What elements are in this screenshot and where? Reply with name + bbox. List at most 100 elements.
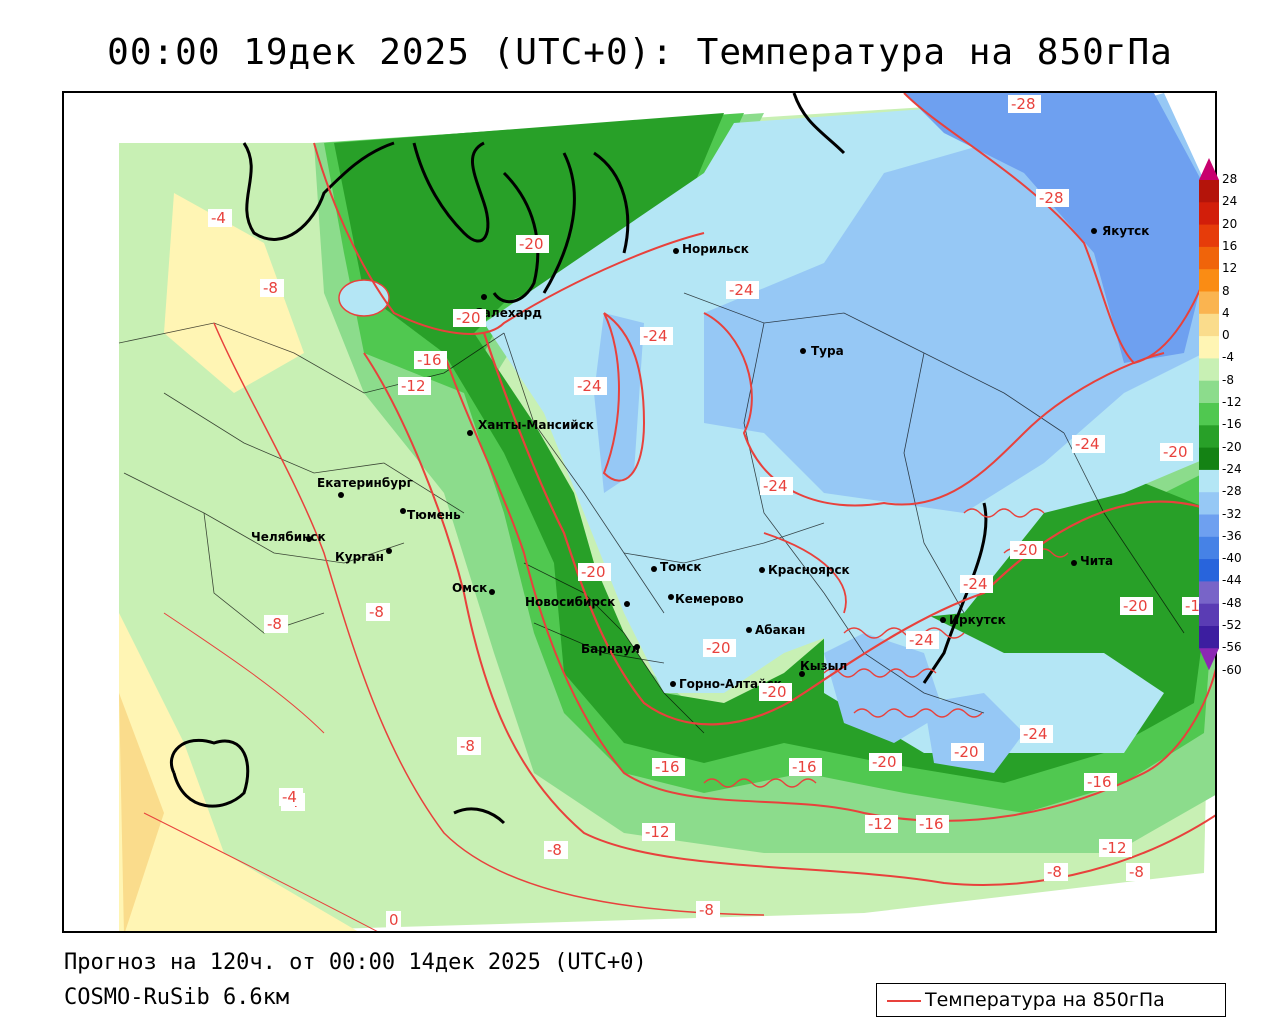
city-label: Тура [811, 344, 844, 358]
isotherm-label: -24 [729, 281, 754, 299]
city-label: Горно-Алтайск [679, 677, 782, 691]
colorbar-swatch [1199, 425, 1219, 449]
model-name: COSMO-RuSib 6.6км [64, 985, 290, 1010]
isotherm-label-bg [264, 615, 288, 633]
city-label: Курган [335, 550, 384, 564]
colorbar-swatch [1199, 403, 1219, 426]
colorbar-tick-label: -24 [1222, 461, 1242, 476]
isotherm-label: -20 [519, 235, 544, 253]
isotherm-label-bg [640, 327, 673, 345]
isotherm-label-bg [1126, 863, 1150, 881]
isotherm-label-bg [1036, 189, 1069, 207]
colorbar-tick-label: -36 [1222, 528, 1242, 543]
isotherm-label: -12 [1102, 839, 1127, 857]
isotherm-label-bg [1099, 839, 1132, 857]
isotherm-label: -12 [401, 377, 426, 395]
isotherm-label: -20 [581, 563, 606, 581]
colorbar-swatch [1199, 269, 1219, 292]
isotherm-label: -20 [456, 309, 481, 327]
city-label: Кемерово [675, 592, 744, 606]
colorbar-tick-label: 12 [1222, 261, 1238, 276]
city-marker [400, 508, 406, 514]
isotherm-label: -24 [1075, 435, 1100, 453]
isotherm-label: -16 [919, 815, 944, 833]
isotherm-label-bg [652, 758, 685, 776]
colorbar-swatch [1199, 202, 1219, 226]
city-label: Екатеринбург [317, 476, 413, 490]
colorbar-swatch [1199, 336, 1219, 359]
isotherm-label-bg [279, 788, 303, 806]
city-marker [634, 644, 640, 650]
isotherm-label-bg [869, 753, 902, 771]
colorbar-tick-label: 8 [1222, 283, 1230, 298]
isotherm-label: -12 [868, 815, 893, 833]
isotherm-label-bg [703, 639, 736, 657]
city-marker [624, 601, 630, 607]
isotherm-label-bg [1020, 725, 1053, 743]
temperature-colorbar [1199, 158, 1219, 671]
forecast-info: Прогноз на 120ч. от 00:00 14дек 2025 (UT… [64, 950, 647, 975]
isotherm-label-bg [1084, 773, 1117, 791]
isotherm-label: -8 [1047, 863, 1062, 881]
colorbar-tick-label: -48 [1222, 595, 1242, 610]
colorbar-swatch [1199, 559, 1219, 582]
isotherm-label-bg [759, 683, 792, 701]
isotherm-label: -20 [1013, 541, 1038, 559]
city-marker [800, 348, 806, 354]
city-marker [759, 567, 765, 573]
city-marker [467, 430, 473, 436]
city-marker [668, 594, 674, 600]
legend-label: Температура на 850гПа [925, 989, 1165, 1011]
isotherm-label: -24 [763, 477, 788, 495]
colorbar-swatch [1199, 514, 1219, 538]
isotherm-label-bg [1010, 541, 1043, 559]
isotherm-label: -28 [1039, 189, 1064, 207]
colorbar-tick-label: 28 [1222, 172, 1238, 186]
isotherm-label: -24 [577, 377, 602, 395]
city-label: Норильск [682, 242, 749, 256]
colorbar-tick-label: -32 [1222, 506, 1242, 521]
isotherm-label-bg [1072, 435, 1105, 453]
city-label: Ханты-Мансийск [478, 418, 594, 432]
city-label: Якутск [1102, 224, 1149, 238]
city-marker [746, 627, 752, 633]
isotherm-label-bg [642, 823, 675, 841]
isotherm-label: -24 [643, 327, 668, 345]
colorbar-swatch [1199, 492, 1219, 515]
colorbar-tick-label: -44 [1222, 573, 1242, 588]
isotherm-label: -16 [1087, 773, 1112, 791]
isotherm-label-bg [578, 563, 611, 581]
isotherm-label: -8 [263, 279, 278, 297]
city-marker [386, 548, 392, 554]
isotherm-label-bg [1044, 863, 1068, 881]
colorbar-swatch [1199, 180, 1219, 203]
city-marker [799, 671, 805, 677]
colorbar-swatch [1199, 581, 1219, 605]
city-marker [489, 589, 495, 595]
colorbar-swatch [1199, 358, 1219, 382]
colorbar-tick-label: 4 [1222, 305, 1230, 320]
city-label: Новосибирск [525, 595, 615, 609]
isotherm-label-bg [760, 477, 793, 495]
city-label: Салехард [474, 306, 542, 320]
isotherm-label: -20 [954, 743, 979, 761]
city-marker [670, 681, 676, 687]
isotherm-label-bg [696, 901, 720, 919]
isotherm-label: -8 [699, 901, 714, 919]
colorbar-tick-label: 16 [1222, 238, 1238, 253]
city-marker [940, 617, 946, 623]
colorbar-tick-label: 0 [1222, 328, 1230, 343]
map-title: 00:00 19дек 2025 (UTC+0): Температура на… [107, 32, 1173, 73]
colorbar-tick-label: 20 [1222, 216, 1238, 231]
isotherm-label-bg [960, 575, 993, 593]
colorbar-bottom-arrow [1199, 648, 1219, 671]
isotherm-label: -8 [547, 841, 562, 859]
colorbar-tick-label: -40 [1222, 551, 1242, 566]
city-marker [673, 248, 679, 254]
isotherm-label: -28 [1011, 95, 1036, 113]
colorbar-top-arrow [1199, 158, 1219, 180]
isotherm-label-bg [453, 309, 486, 327]
isotherm-label-bg [789, 758, 822, 776]
colorbar-swatch [1199, 313, 1219, 337]
city-label: Иркутск [949, 613, 1006, 627]
